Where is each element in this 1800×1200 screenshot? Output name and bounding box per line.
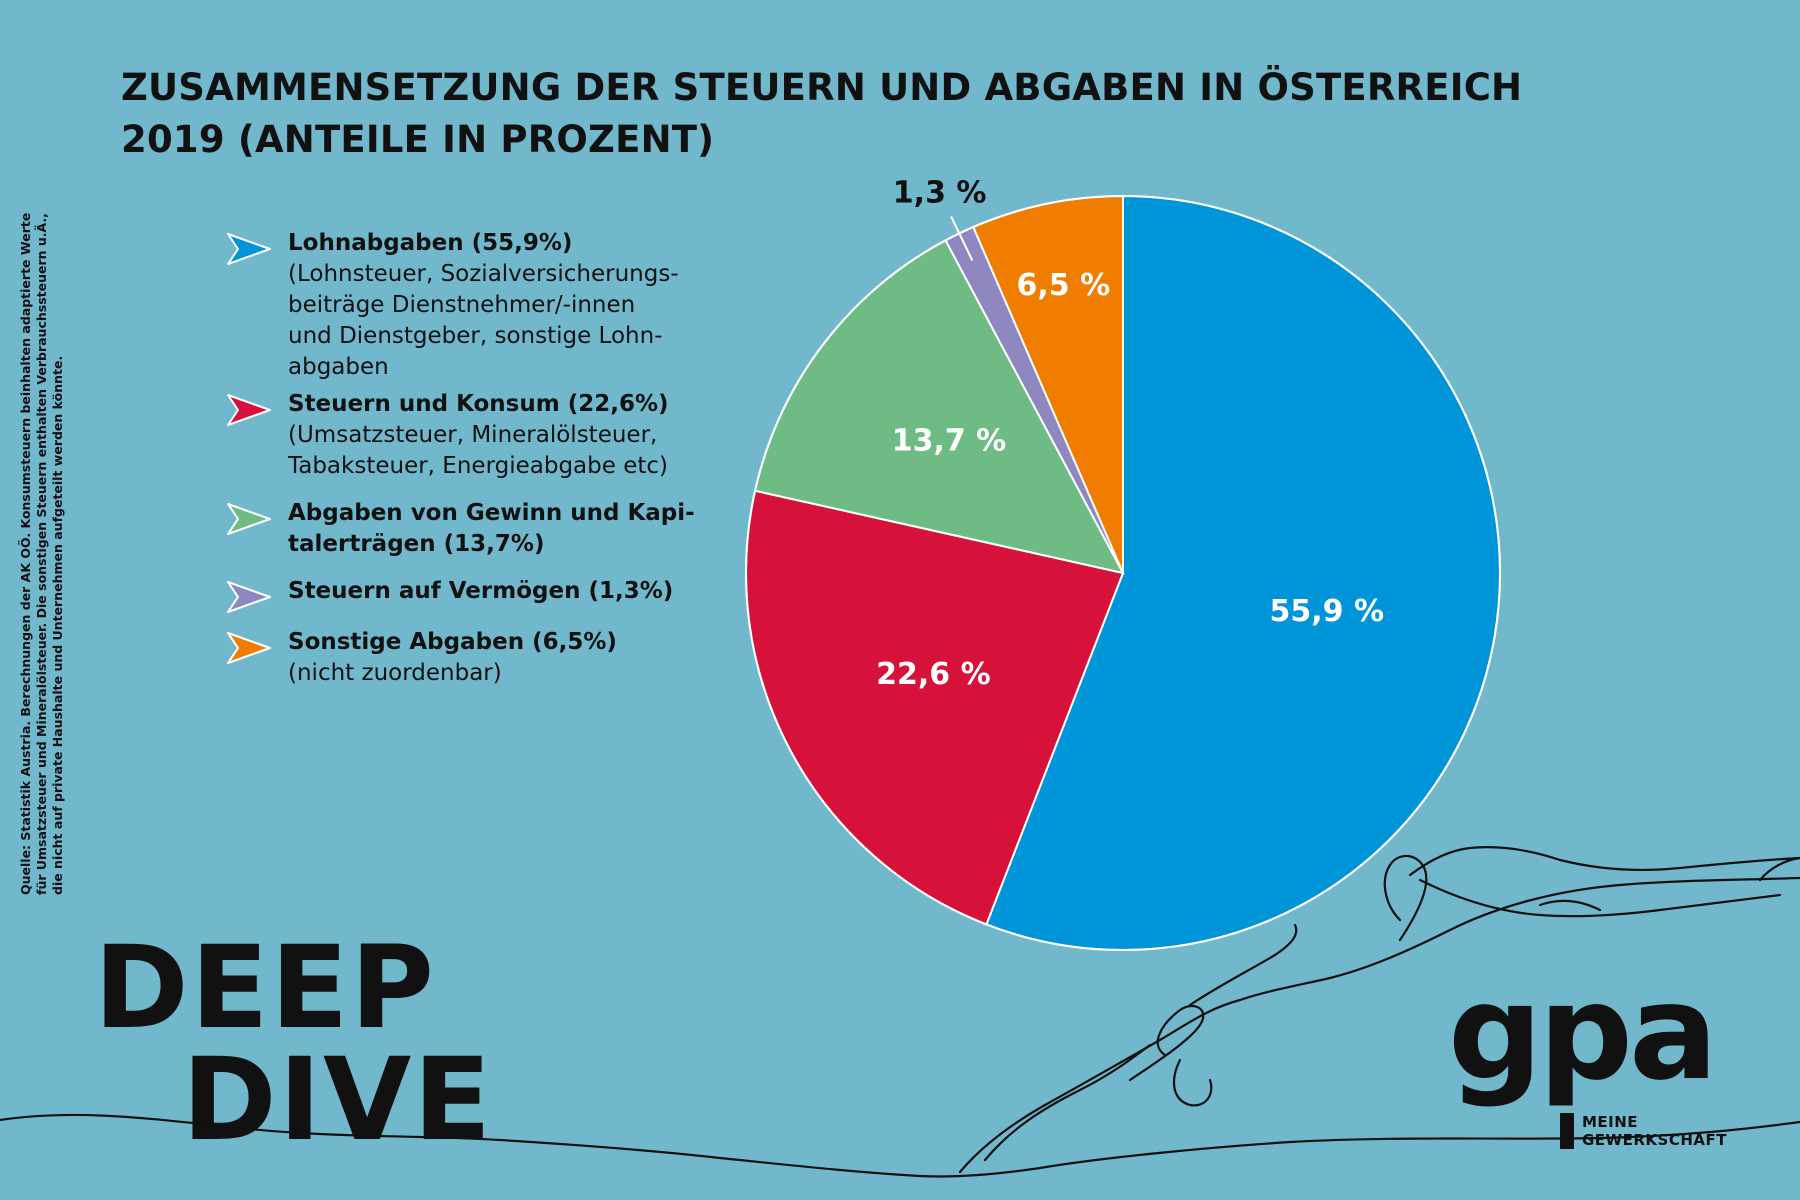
gpa-logo-subtitle: MEINE GEWERKSCHAFT [1582, 1113, 1727, 1149]
gpa-logo: gpa MEINE GEWERKSCHAFT [1448, 967, 1738, 1175]
legend-label: Lohnabgaben (55,9%) [288, 230, 573, 256]
legend-label: Steuern auf Vermögen (1,3%) [288, 578, 674, 604]
legend-description: beiträge Dienstnehmer/-innen [288, 292, 636, 318]
legend-arrow-icon [227, 632, 271, 664]
slice-label: 6,5 % [1017, 268, 1111, 303]
gpa-logo-sub-1: MEINE [1582, 1113, 1639, 1131]
deep-text: DEEP [94, 921, 436, 1054]
legend-description: und Dienstgeber, sonstige Lohn- [288, 323, 663, 349]
slice-leader-line [950, 215, 974, 262]
gpa-logo-bar [1560, 1113, 1574, 1149]
slice-label: 1,3 % [893, 176, 987, 211]
legend-description: (Umsatzsteuer, Mineralölsteuer, [288, 422, 658, 448]
legend-label: Abgaben von Gewinn und Kapi- [288, 500, 695, 526]
slice-label: 22,6 % [876, 657, 991, 692]
legend-description: abgaben [288, 354, 389, 380]
chart-title: ZUSAMMENSETZUNG DER STEUERN UND ABGABEN … [121, 62, 1681, 166]
chart-title-line-1: ZUSAMMENSETZUNG DER STEUERN UND ABGABEN … [121, 66, 1523, 109]
legend-item: Abgaben von Gewinn und Kapi-talerträgen … [226, 498, 746, 560]
legend-label-cont: talerträgen (13,7%) [288, 531, 545, 557]
legend-arrow-icon [227, 394, 271, 426]
legend-description: (nicht zuordenbar) [288, 660, 502, 686]
legend-item: Lohnabgaben (55,9%) (Lohnsteuer, Sozialve… [226, 228, 746, 383]
legend-item: Steuern auf Vermögen (1,3%) [226, 576, 746, 613]
gpa-logo-wordmark: gpa [1448, 956, 1718, 1110]
legend-label: Sonstige Abgaben (6,5%) [288, 629, 617, 655]
legend-label: Steuern und Konsum (22,6%) [288, 391, 669, 417]
legend-arrow-icon [227, 503, 271, 535]
legend: Lohnabgaben (55,9%) (Lohnsteuer, Sozialve… [226, 228, 746, 689]
gpa-logo-sub-2: GEWERKSCHAFT [1582, 1131, 1727, 1149]
legend-arrow-icon [227, 581, 271, 613]
legend-description: Tabaksteuer, Energieabgabe etc) [288, 453, 668, 479]
legend-description: (Lohnsteuer, Sozialversicherungs- [288, 261, 679, 287]
slice-label: 55,9 % [1270, 594, 1385, 629]
legend-item: Sonstige Abgaben (6,5%) (nicht zuordenbar… [226, 627, 746, 689]
chart-title-line-2: 2019 (ANTEILE IN PROZENT) [121, 118, 715, 161]
slice-label: 13,7 % [892, 424, 1007, 459]
legend-item: Steuern und Konsum (22,6%) (Umsatzsteuer,… [226, 389, 746, 482]
legend-arrow-icon [227, 233, 271, 265]
